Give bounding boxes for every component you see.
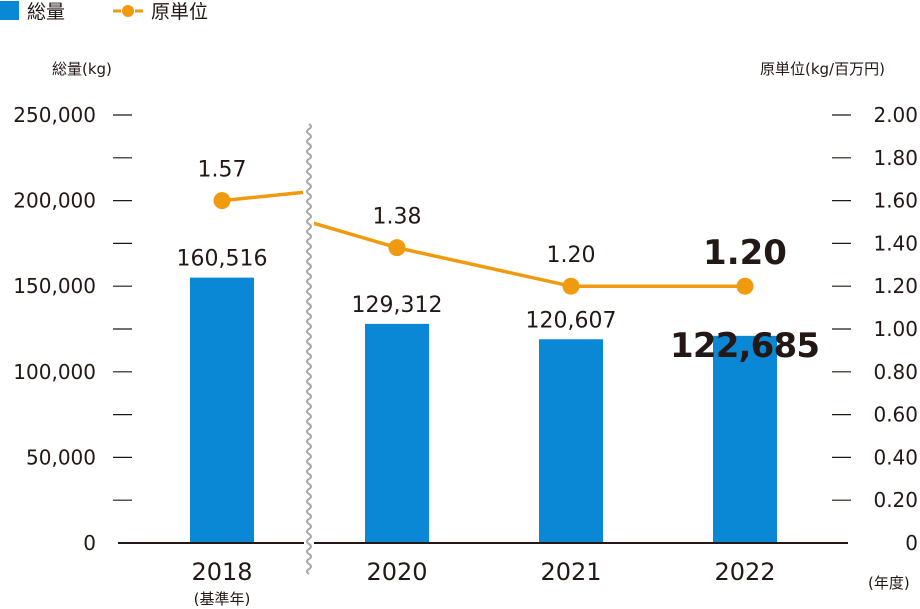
legend-line-label: 原単位 [151, 1, 208, 23]
right-axis-tick-label: 0.60 [873, 403, 918, 427]
right-axis-tick-label: 1.60 [873, 189, 918, 213]
legend-line-marker [122, 5, 134, 17]
right-axis-tick-label: 0.40 [873, 445, 918, 469]
axis-break [304, 120, 314, 576]
bar-series [190, 277, 777, 543]
line-value-label: 1.38 [373, 205, 422, 230]
category-label: 2021 [540, 558, 601, 586]
left-axis-tick-label: 250,000 [13, 103, 96, 127]
bar-value-labels: 160,516 129,312 120,607 122,685 [177, 247, 820, 366]
line-segment [312, 221, 745, 288]
right-axis-tick-label: 1.20 [873, 274, 918, 298]
legend: 総量 原単位 [0, 1, 208, 23]
right-axis: 0 0.20 0.40 0.60 0.80 1.00 1.20 1.40 1.60 1.80 2.0… [832, 103, 918, 555]
left-axis-tick-label: 200,000 [13, 189, 96, 213]
line-point [736, 277, 754, 295]
bar-value-label: 129,312 [352, 293, 443, 318]
category-labels: 2018 (基準年) 2020 2021 2022 [191, 558, 775, 608]
line-series [213, 190, 754, 295]
legend-bar-swatch [0, 1, 19, 20]
right-axis-tick-label: 0.20 [873, 488, 918, 512]
right-axis-tick-label: 0 [905, 531, 918, 555]
left-axis-tick-label: 0 [83, 531, 96, 555]
line-value-labels: 1.57 1.38 1.20 1.20 [198, 158, 787, 274]
bar-value-label: 122,685 [670, 326, 820, 366]
bar [365, 323, 429, 543]
legend-bar-label: 総量 [27, 1, 65, 23]
line-value-label: 1.57 [198, 158, 247, 183]
line-point [213, 192, 231, 210]
line-value-label: 1.20 [547, 243, 596, 268]
right-axis-tick-label: 2.00 [873, 103, 918, 127]
left-axis-title: 総量(kg) [52, 60, 112, 78]
bar [713, 335, 777, 543]
bar [539, 339, 603, 543]
left-axis-tick-label: 100,000 [13, 360, 96, 384]
category-label: 2020 [366, 558, 427, 586]
bar [190, 277, 254, 543]
axis-break-wave [306, 123, 312, 575]
line-point [562, 277, 580, 295]
line-value-label: 1.20 [703, 233, 787, 273]
right-axis-tick-label: 1.80 [873, 146, 918, 170]
left-axis-tick-label: 50,000 [26, 445, 96, 469]
category-note: (基準年) [194, 590, 251, 608]
category-label: 2022 [714, 558, 775, 586]
right-axis-tick-label: 0.80 [873, 360, 918, 384]
x-axis-unit: (年度) [868, 574, 910, 592]
left-axis-tick-label: 150,000 [13, 274, 96, 298]
bar-value-label: 160,516 [177, 247, 268, 272]
right-axis-title: 原単位(kg/百万円) [760, 60, 885, 78]
bar-value-label: 120,607 [526, 308, 617, 333]
line-point [388, 239, 406, 257]
right-axis-tick-label: 1.40 [873, 231, 918, 255]
left-axis: 0 50,000 100,000 150,000 200,000 250,000 [13, 103, 132, 555]
right-axis-tick-label: 1.00 [873, 317, 918, 341]
category-label: 2018 [191, 558, 252, 586]
line-segment [221, 190, 304, 203]
